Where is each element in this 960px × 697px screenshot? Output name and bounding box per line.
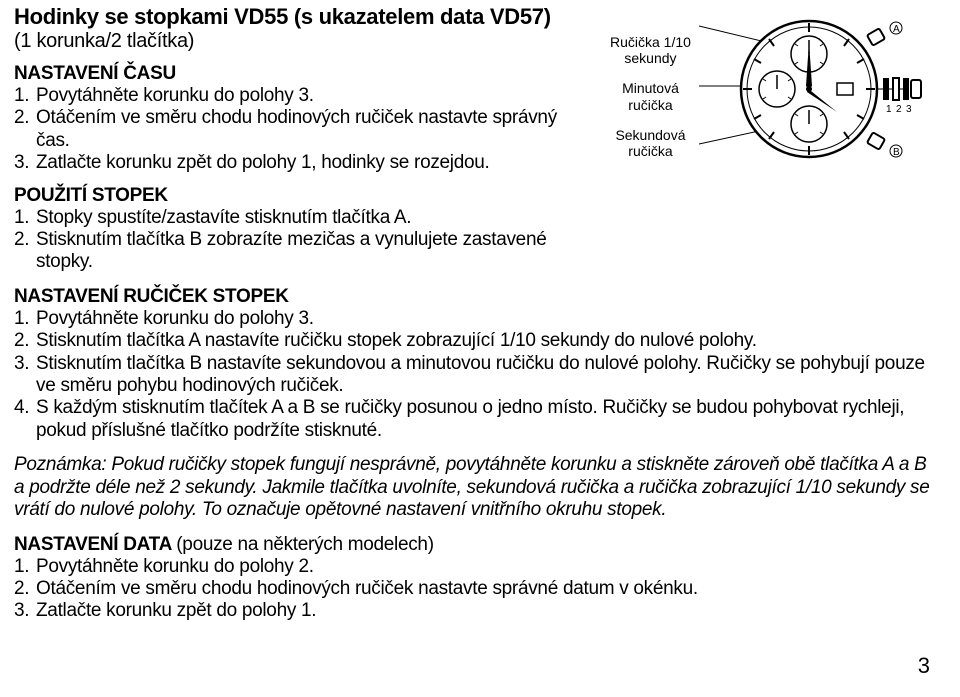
- list-item: 2.Otáčením ve směru chodu hodinových ruč…: [14, 107, 584, 152]
- pusher-a-label: A: [893, 24, 900, 35]
- list-item: 1.Povytáhněte korunku do polohy 2.: [14, 556, 930, 578]
- section-head-date: NASTAVENÍ DATA (pouze na některých model…: [14, 534, 930, 556]
- label-minute-hand: Minutováručička: [610, 80, 691, 112]
- list-date: 1.Povytáhněte korunku do polohy 2. 2.Otá…: [14, 556, 930, 623]
- list-item: 1.Povytáhněte korunku do polohy 3.: [14, 85, 584, 107]
- list-time: 1.Povytáhněte korunku do polohy 3. 2.Otá…: [14, 85, 584, 175]
- pusher-b-label: B: [893, 147, 900, 158]
- watch-diagram-icon: 1 2 3 A B: [699, 4, 929, 179]
- section-head-stop: POUŽITÍ STOPEK: [14, 185, 584, 207]
- diagram-labels: Ručička 1/10sekundy Minutováručička Seku…: [610, 24, 691, 159]
- list-item: 4.S každým stisknutím tlačítek A a B se …: [14, 397, 930, 442]
- list-stop: 1.Stopky spustíte/zastavíte stisknutím t…: [14, 207, 584, 274]
- crown-pos-2: 2: [896, 104, 902, 115]
- label-second-hand: Sekundováručička: [610, 127, 691, 159]
- section-head-hands: NASTAVENÍ RUČIČEK STOPEK: [14, 286, 930, 308]
- list-item: 3.Zatlačte korunku zpět do polohy 1.: [14, 600, 930, 622]
- crown-pos-1: 1: [886, 104, 892, 115]
- list-item: 3.Stisknutím tlačítka B nastavíte sekund…: [14, 353, 930, 398]
- section-head-date-bold: NASTAVENÍ DATA: [14, 534, 171, 555]
- diagram-region: Ručička 1/10sekundy Minutováručička Seku…: [610, 4, 930, 179]
- list-hands: 1.Povytáhněte korunku do polohy 3. 2.Sti…: [14, 308, 930, 442]
- list-item: 1.Povytáhněte korunku do polohy 3.: [14, 308, 930, 330]
- note-paragraph: Poznámka: Pokud ručičky stopek fungují n…: [14, 454, 930, 521]
- page-number: 3: [918, 653, 930, 679]
- crown-pos-3: 3: [906, 104, 912, 115]
- list-item: 3.Zatlačte korunku zpět do polohy 1, hod…: [14, 152, 584, 174]
- label-tenth-hand: Ručička 1/10sekundy: [610, 34, 691, 66]
- list-item: 2.Stisknutím tlačítka B zobrazíte meziča…: [14, 229, 584, 274]
- section-head-time: NASTAVENÍ ČASU: [14, 63, 584, 85]
- section-head-date-suffix: (pouze na některých modelech): [176, 534, 433, 555]
- list-item: 2.Stisknutím tlačítka A nastavíte ručičk…: [14, 330, 930, 352]
- list-item: 1.Stopky spustíte/zastavíte stisknutím t…: [14, 207, 584, 229]
- list-item: 2.Otáčením ve směru chodu hodinových ruč…: [14, 578, 930, 600]
